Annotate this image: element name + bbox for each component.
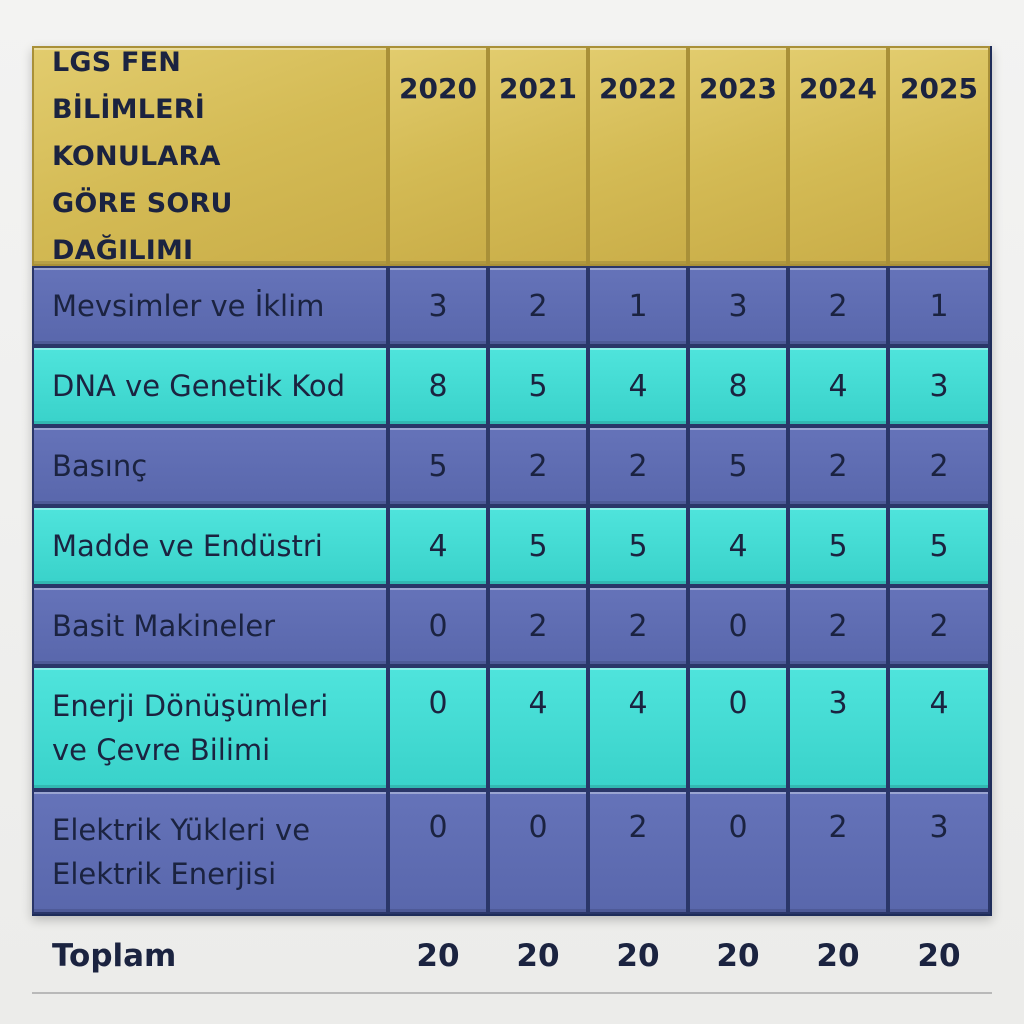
value-cell: 2	[888, 426, 990, 506]
value-cell: 3	[888, 790, 990, 914]
value-cell: 8	[388, 346, 488, 426]
value-cell: 3	[888, 346, 990, 426]
value-cell: 5	[788, 506, 888, 586]
value-cell: 2	[788, 266, 888, 346]
value-cell: 4	[388, 506, 488, 586]
value-cell: 4	[888, 666, 990, 790]
value-cell: 4	[588, 666, 688, 790]
year-header-2020: 2020	[388, 46, 488, 266]
topic-label: Mevsimler ve İklim	[32, 266, 388, 346]
value-cell: 5	[588, 506, 688, 586]
value-cell: 5	[388, 426, 488, 506]
value-cell: 4	[788, 346, 888, 426]
value-cell: 1	[888, 266, 990, 346]
bottom-rule	[32, 992, 992, 994]
value-cell: 2	[588, 426, 688, 506]
value-cell: 2	[788, 790, 888, 914]
value-cell: 0	[388, 790, 488, 914]
value-cell: 2	[788, 586, 888, 666]
value-cell: 4	[688, 506, 788, 586]
topic-label: Madde ve Endüstri	[32, 506, 388, 586]
topic-label: Basit Makineler	[32, 586, 388, 666]
value-cell: 5	[488, 346, 588, 426]
value-cell: 0	[688, 586, 788, 666]
year-header-2022: 2022	[588, 46, 688, 266]
totals-row: Toplam 20 20 20 20 20 20	[32, 930, 992, 982]
value-cell: 5	[888, 506, 990, 586]
total-value: 20	[416, 938, 460, 974]
topic-distribution-table: LGS FEN BİLİMLERİ KONULARA GÖRE SORU DAĞ…	[32, 46, 992, 916]
value-cell: 2	[588, 790, 688, 914]
value-cell: 5	[488, 506, 588, 586]
year-header-2025: 2025	[888, 46, 990, 266]
table-title: LGS FEN BİLİMLERİ KONULARA GÖRE SORU DAĞ…	[32, 46, 388, 266]
year-header-2023: 2023	[688, 46, 788, 266]
value-cell: 0	[688, 790, 788, 914]
value-cell: 5	[688, 426, 788, 506]
total-value: 20	[616, 938, 660, 974]
value-cell: 3	[788, 666, 888, 790]
value-cell: 0	[488, 790, 588, 914]
total-value: 20	[716, 938, 760, 974]
topic-label: DNA ve Genetik Kod	[32, 346, 388, 426]
total-value: 20	[816, 938, 860, 974]
value-cell: 2	[488, 586, 588, 666]
value-cell: 2	[588, 586, 688, 666]
value-cell: 8	[688, 346, 788, 426]
topic-label: Enerji Dönüşümleri ve Çevre Bilimi	[32, 666, 388, 790]
value-cell: 2	[788, 426, 888, 506]
total-value: 20	[516, 938, 560, 974]
total-label: Toplam	[52, 938, 177, 974]
value-cell: 2	[488, 426, 588, 506]
value-cell: 3	[388, 266, 488, 346]
value-cell: 3	[688, 266, 788, 346]
value-cell: 2	[888, 586, 990, 666]
value-cell: 0	[688, 666, 788, 790]
value-cell: 4	[488, 666, 588, 790]
value-cell: 1	[588, 266, 688, 346]
topic-label: Elektrik Yükleri ve Elektrik Enerjisi	[32, 790, 388, 914]
year-header-2021: 2021	[488, 46, 588, 266]
value-cell: 0	[388, 666, 488, 790]
topic-label: Basınç	[32, 426, 388, 506]
value-cell: 2	[488, 266, 588, 346]
value-cell: 0	[388, 586, 488, 666]
year-header-2024: 2024	[788, 46, 888, 266]
value-cell: 4	[588, 346, 688, 426]
total-value: 20	[917, 938, 961, 974]
